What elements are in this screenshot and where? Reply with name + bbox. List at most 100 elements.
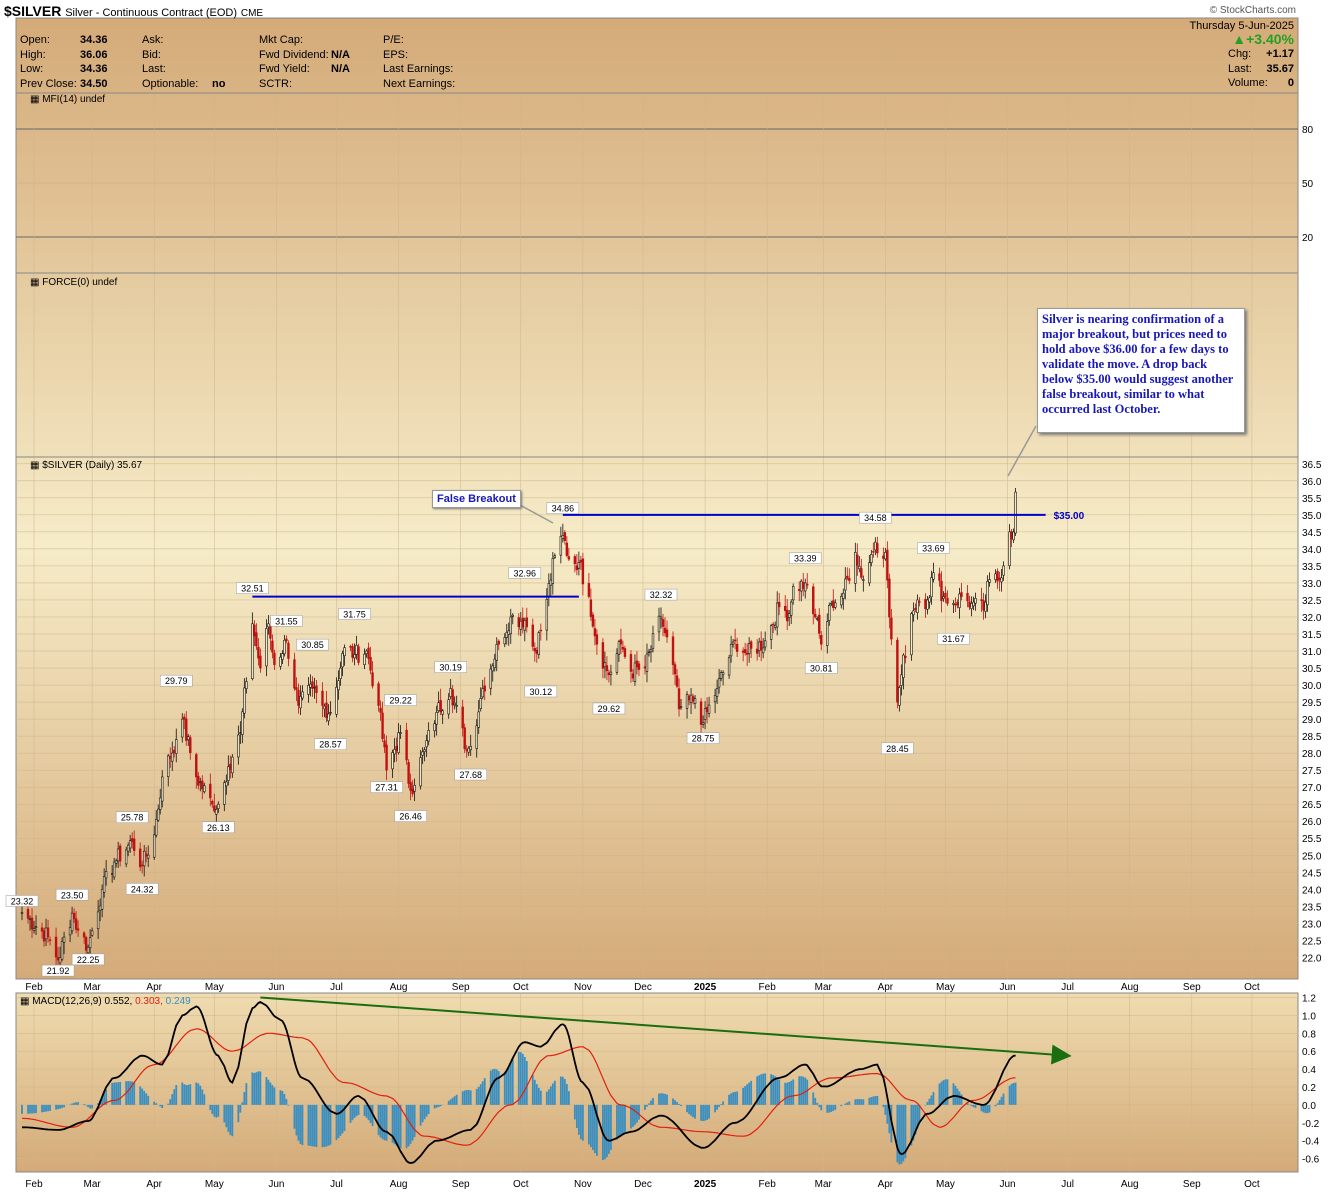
histogram-bar (439, 1104, 442, 1107)
candle-body (273, 652, 276, 665)
candle-body (307, 685, 310, 695)
candle-body (437, 702, 440, 712)
candle-body (900, 674, 903, 686)
histogram-bar (760, 1074, 763, 1105)
macd-tick-label: 0.0 (1302, 1101, 1316, 1112)
pivot-label-box (270, 615, 303, 627)
candle-body (1010, 531, 1013, 540)
month-label: Aug (1121, 1179, 1139, 1190)
candle-body (138, 848, 142, 868)
panel-separators (16, 92, 1298, 458)
candle-body (996, 570, 999, 582)
histogram-bar (229, 1104, 232, 1136)
histogram-bar (589, 1104, 592, 1148)
price-tick-label: 32.0 (1302, 613, 1322, 624)
histogram-bar (982, 1104, 985, 1113)
candle-body (161, 776, 164, 802)
candle-body (505, 632, 508, 638)
histogram-bar (383, 1104, 386, 1141)
histogram-bar (111, 1082, 114, 1105)
histogram-bar (73, 1102, 75, 1105)
candle-body (689, 694, 693, 703)
candle-body (633, 662, 637, 682)
histogram-bar (792, 1079, 795, 1105)
candle-body (44, 927, 48, 940)
histogram-bar (393, 1104, 396, 1145)
pivot-label: 27.68 (459, 770, 482, 780)
candle-body (58, 957, 62, 964)
candle-body (531, 624, 535, 647)
candle-body (701, 722, 705, 725)
signal-value: 0.303, (135, 996, 166, 1007)
right-value: 35.67 (1266, 62, 1294, 75)
candle-body (369, 657, 372, 671)
candle-body (814, 613, 817, 618)
pivot-label-box (370, 781, 403, 793)
macd-tick-label: 1.2 (1302, 993, 1316, 1004)
pivot-label-box (41, 964, 75, 977)
histogram-bar (183, 1084, 186, 1105)
candle-body (229, 763, 232, 770)
histogram-bar (479, 1084, 482, 1105)
candle-body (475, 725, 478, 749)
candle-body (523, 620, 526, 631)
candle-body (72, 912, 76, 920)
right-value: 0 (1287, 77, 1294, 89)
histogram-bar (876, 1095, 879, 1105)
histogram-bar (253, 1073, 256, 1105)
price-tick-label: 31.5 (1302, 630, 1322, 641)
histogram-bar (85, 1104, 88, 1106)
histogram-bar (732, 1092, 735, 1105)
candle-body (227, 766, 230, 781)
candle-body (265, 628, 268, 667)
histogram-bar (465, 1090, 468, 1105)
candle-body (311, 681, 314, 689)
histogram-bar (89, 1104, 92, 1109)
histogram-bar (774, 1076, 777, 1105)
candle-body (647, 651, 651, 654)
macd-tick-label: -0.4 (1302, 1137, 1320, 1148)
histogram-bar (29, 1104, 31, 1114)
candle-body (549, 579, 553, 586)
candle-body (365, 650, 368, 654)
candle-body (966, 593, 969, 602)
site-watermark: © StockCharts.com (1209, 5, 1296, 16)
candle-body (114, 860, 118, 864)
candle-body (691, 696, 695, 702)
histogram-bar (778, 1079, 781, 1105)
candle-body (118, 845, 122, 862)
quote-label: SCTR: (259, 77, 292, 90)
price-tick-label: 25.0 (1302, 851, 1322, 862)
histogram-bar (952, 1083, 955, 1105)
candle-body (988, 579, 991, 583)
histogram-value: 0.249 (166, 996, 191, 1007)
macd-trendline (260, 996, 1072, 1065)
month-label: Oct (1244, 1179, 1260, 1190)
candle-body (197, 775, 200, 786)
candle-body (295, 687, 298, 691)
candle-body (888, 578, 891, 618)
histogram-bar (437, 1104, 440, 1108)
histogram-bar (257, 1071, 260, 1105)
histogram-bar (325, 1104, 328, 1147)
histogram-bar (918, 1104, 921, 1122)
month-label: Feb (759, 1179, 777, 1190)
candle-body (213, 805, 216, 812)
candle-body (775, 602, 779, 628)
candle-body (868, 562, 871, 584)
candle-body (591, 614, 595, 627)
histogram-bar (650, 1100, 652, 1105)
candle-body (68, 927, 72, 936)
month-label: Jun (999, 1179, 1015, 1190)
price-candles (20, 488, 1017, 969)
candle-body (385, 744, 388, 771)
quote-label: Optionable: (142, 77, 199, 90)
candle-body (729, 643, 733, 657)
candle-body (631, 673, 635, 679)
candle-body (477, 711, 480, 728)
candle-body (595, 634, 599, 645)
histogram-bar (299, 1104, 302, 1145)
candle-body (335, 686, 338, 715)
candle-body (439, 700, 442, 712)
histogram-bar (351, 1104, 354, 1121)
